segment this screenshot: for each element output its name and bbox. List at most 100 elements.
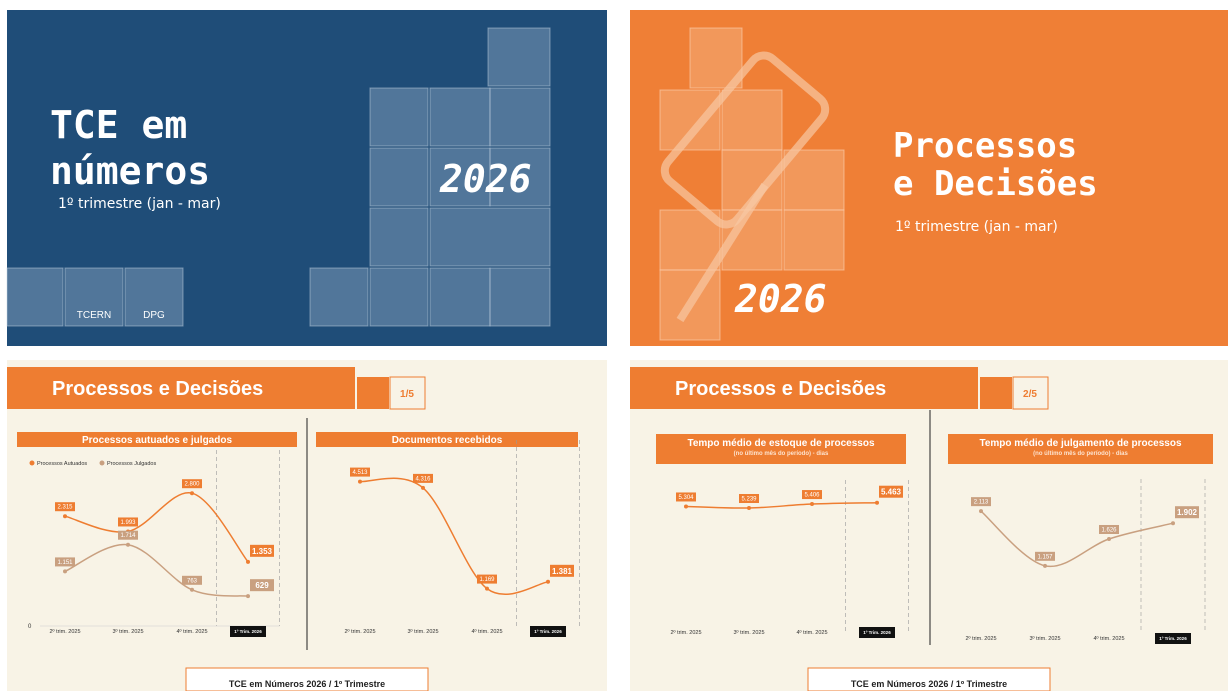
data-point [190,491,194,496]
data-point [358,479,362,484]
x-tick-label: 3º trim. 2025 [733,629,764,636]
value-label: 1.353 [252,547,273,556]
data-point [190,587,194,592]
series-line [359,477,549,595]
value-label-box [739,494,759,504]
series-line [685,501,878,509]
cover-year: 2026 [439,157,532,201]
series-line [64,543,249,597]
data-point [1171,521,1175,526]
slide-charts: Processos e Decisões 2/5 TCE em Números … [630,360,1228,691]
data-point [1043,563,1047,568]
value-label-box [802,490,822,500]
x-tick-label: 3º trim. 2025 [407,628,438,635]
series-line [64,492,249,563]
legend-label: Processos Autuados [37,461,87,467]
y-tick-label: 0 [28,624,32,630]
data-point [747,506,751,511]
value-label-box [118,530,138,540]
x-tick-label: 1º Trim. 2026 [1159,636,1187,641]
value-label-box [413,473,433,483]
value-label-box [971,497,991,507]
value-label: 2.800 [184,482,200,488]
value-label: 629 [255,581,269,590]
value-label-box [250,579,274,592]
page-number: 2/5 [1023,389,1037,400]
chart-banner [656,434,906,464]
chart-subtitle: (no último mês do período) - dias [1033,451,1128,457]
data-point [246,594,250,599]
page-box [389,376,426,410]
slide-cover: TCE em números 1º trimestre (jan - mar) … [6,10,607,346]
x-tick-label: 1º Trim. 2026 [234,629,262,634]
cover-title: TCE em [50,103,187,147]
icon-box [357,377,389,409]
x-tick-label: 4º trim. 2025 [796,629,827,636]
chart-banner [316,432,578,447]
value-label: 1.381 [552,567,573,576]
value-label-box [1035,551,1055,561]
section-year: 2026 [734,277,827,321]
decor-tiles [6,27,551,327]
section-title: Processos [893,126,1077,166]
value-label: 4.316 [415,476,431,482]
value-label: 4.513 [352,470,368,476]
chart-title: Processos autuados e julgados [82,435,232,446]
value-label-box [250,544,274,557]
x-tick-label: 2º trim. 2025 [344,628,375,635]
data-point [875,500,879,505]
slide-charts: Processos e Decisões 1/5 TCE em Números … [7,360,607,691]
cover-subtitle: 1º trimestre (jan - mar) [58,196,221,212]
value-label-box [1099,524,1119,534]
x-tick-label: 2º trim. 2025 [49,628,80,635]
value-label: 1.714 [120,533,136,539]
value-label: 5.239 [741,497,757,503]
x-tick-label: 3º trim. 2025 [112,628,143,635]
series-line [980,510,1174,568]
data-point [63,514,67,519]
logo-text: DPG [143,310,165,321]
x-tick-label: 2º trim. 2025 [965,635,996,642]
value-label: 1.157 [1037,554,1053,560]
legend-label: Processos Julgados [107,461,156,467]
data-point [684,504,688,509]
chart-banner [948,434,1213,464]
value-label: 1.169 [479,577,495,583]
x-tick-label: 1º Trim. 2026 [534,629,562,634]
section-subtitle: 1º trimestre (jan - mar) [895,219,1058,235]
value-label-box [182,479,202,489]
value-label-box [118,517,138,527]
chart-title: Tempo médio de julgamento de processos [979,438,1182,449]
value-label-box [55,557,75,567]
background [7,10,607,346]
data-point [546,579,550,584]
legend-marker [99,460,105,466]
x-tick-label: 3º trim. 2025 [1029,635,1060,642]
page-number: 1/5 [400,389,414,400]
category-highlight [530,626,566,637]
value-label: 5.406 [804,493,820,499]
decor-tiles [659,27,845,341]
category-highlight [230,626,266,637]
value-label: 5.463 [881,488,902,497]
category-highlight [859,627,895,638]
value-label: 763 [187,578,198,584]
icon-box [980,377,1012,409]
value-label-box [550,564,574,577]
footer-box [807,667,1051,691]
value-label-box [55,502,75,512]
legend-marker [29,460,35,466]
value-label: 2.315 [57,505,73,511]
footer-box [185,667,429,691]
slide-title: Processos e Decisões [675,378,886,400]
chart-title: Documentos recebidos [392,435,503,446]
data-point [126,542,130,547]
value-label: 1.151 [57,560,73,566]
gavel-icon [660,51,830,323]
data-point [979,509,983,514]
value-label: 1.902 [1177,508,1198,517]
value-label-box [879,485,903,498]
cover-title: números [50,149,210,193]
x-tick-label: 1º Trim. 2026 [863,630,891,635]
